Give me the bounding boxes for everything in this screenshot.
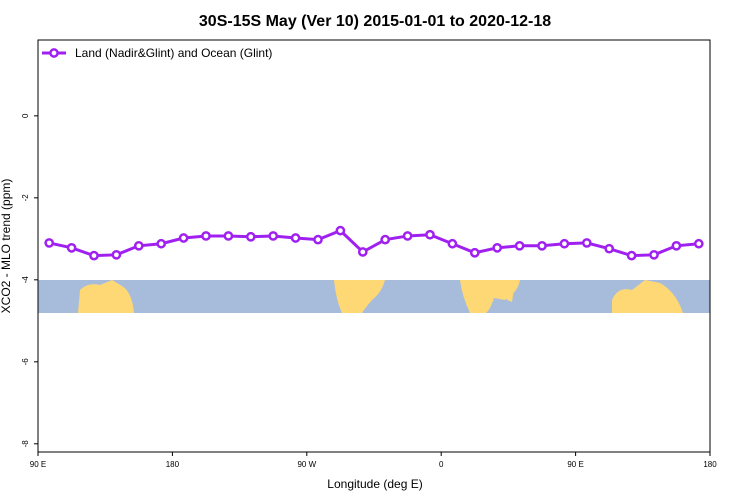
data-point [133,240,144,251]
data-point [402,231,413,241]
data-point [469,247,480,258]
data-point [178,233,189,243]
y-tick-label: 0 [21,113,30,118]
x-tick-label: 0 [439,460,444,469]
data-point [649,249,659,260]
plot-frame [37,39,711,453]
data-point [559,238,570,249]
data-point [537,240,547,251]
data-point [290,233,301,243]
x-tick-label: 90 E [567,460,583,469]
data-point [447,238,458,249]
data-point [604,243,615,254]
data-point [357,247,368,257]
data-point [245,231,256,242]
chart-title: 30S-15S May (Ver 10) 2015-01-01 to 2020-… [199,13,551,30]
x-tick-label: 180 [166,460,180,469]
data-point [44,238,55,248]
series-line [48,228,699,258]
data-point [66,242,77,253]
data-point [380,234,391,245]
data-point [268,231,279,241]
data-point [671,240,682,251]
data-point [514,240,525,251]
data-point [89,250,99,261]
data-point [201,231,211,241]
y-tick-label: -6 [21,358,30,366]
data-point [223,231,234,241]
x-tick-label: 90 W [297,460,316,469]
data-point [111,249,122,260]
data-point [156,238,167,249]
x-tick-label: 90 E [30,460,46,469]
data-point [581,238,592,248]
x-axis-label: Longitude (deg E) [327,477,422,491]
x-tick-label: 180 [703,460,717,469]
data-point [693,238,704,249]
data-point [492,242,503,253]
legend-label: Land (Nadir&Glint) and Ocean (Glint) [75,46,272,60]
data-point [425,229,435,240]
y-tick-label: -4 [21,276,30,284]
y-tick-label: -8 [21,440,30,448]
data-point [313,234,323,245]
data-point [626,250,637,261]
y-tick-label: -2 [21,194,30,202]
y-axis-label: XCO2 - MLO trend (ppm) [0,179,13,314]
data-point [335,225,346,236]
legend-marker [49,48,59,58]
map-band [38,280,710,313]
